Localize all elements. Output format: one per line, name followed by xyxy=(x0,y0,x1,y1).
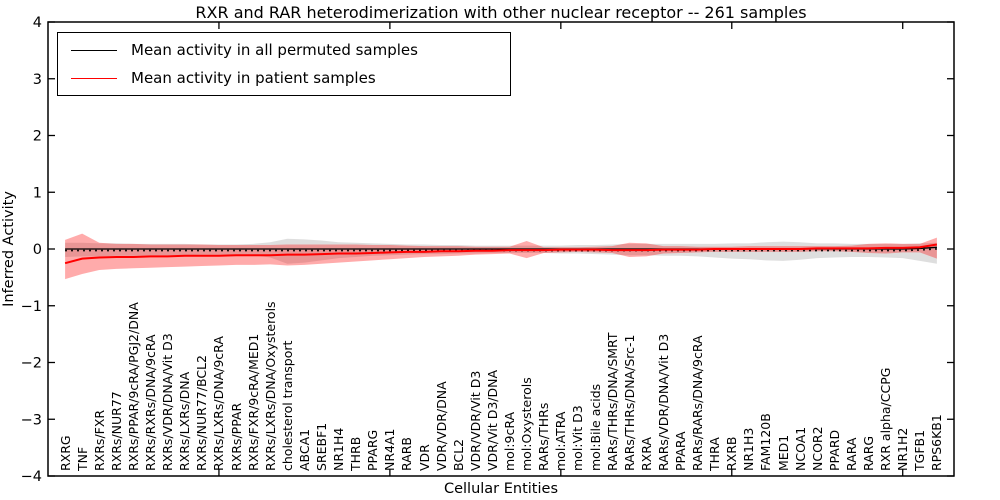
y-tick-label: −1 xyxy=(21,299,42,315)
y-tick-label: −4 xyxy=(21,469,42,485)
legend-row-patient: Mean activity in patient samples xyxy=(58,69,510,87)
band-patient xyxy=(65,233,937,280)
line-permuted-dotted xyxy=(65,248,937,252)
legend-label-patient: Mean activity in patient samples xyxy=(131,69,376,87)
y-tick-label: −2 xyxy=(21,356,42,372)
y-tick-label: 0 xyxy=(33,242,42,258)
y-tick-label: 4 xyxy=(33,15,42,31)
y-tick-label: 3 xyxy=(33,72,42,88)
legend: Mean activity in all permuted samples Me… xyxy=(57,32,511,96)
legend-label-permuted: Mean activity in all permuted samples xyxy=(131,41,418,59)
legend-line-patient-icon xyxy=(71,77,117,79)
legend-row-permuted: Mean activity in all permuted samples xyxy=(58,41,510,59)
legend-line-permuted-icon xyxy=(71,49,117,51)
y-tick-label: 2 xyxy=(33,129,42,145)
line-patient xyxy=(64,243,938,265)
y-tick-label: 1 xyxy=(33,185,42,201)
x-axis-label: Cellular Entities xyxy=(443,481,559,497)
chart-title: RXR and RAR heterodimerization with othe… xyxy=(195,3,807,22)
y-tick-label: −3 xyxy=(21,412,42,428)
